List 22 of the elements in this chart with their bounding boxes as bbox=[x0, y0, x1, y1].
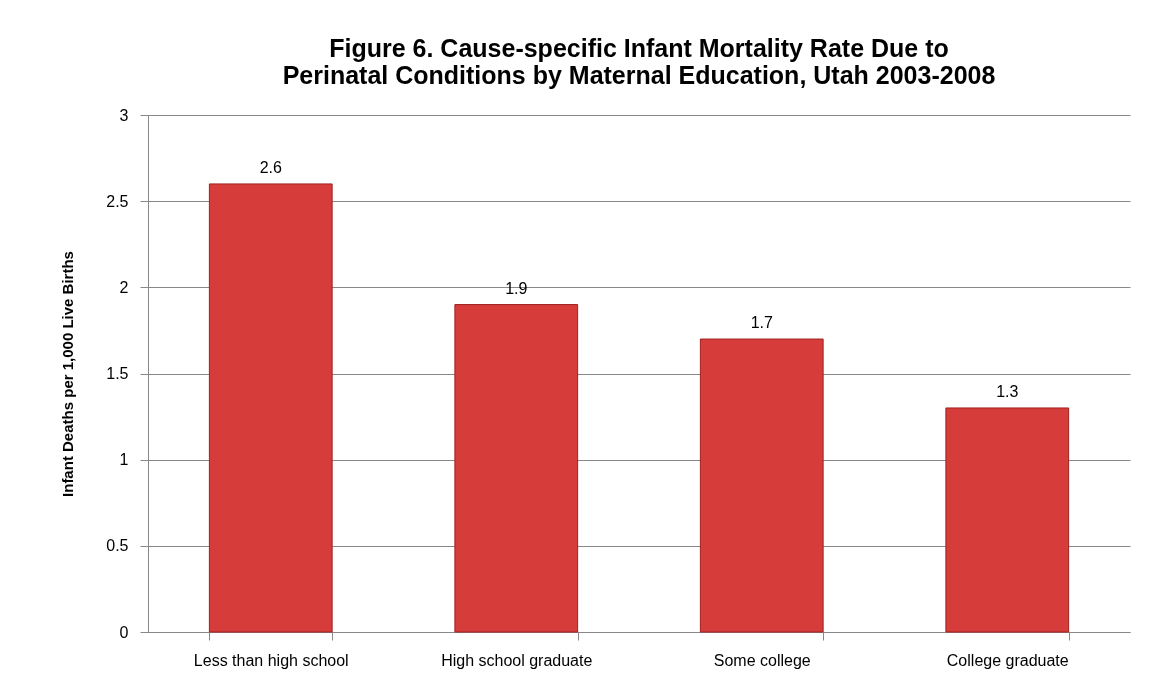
y-tick-label: 0.5 bbox=[106, 537, 129, 555]
x-tick-label: College graduate bbox=[946, 651, 1069, 669]
x-tick-label: High school graduate bbox=[441, 651, 593, 669]
data-label: 1.7 bbox=[750, 314, 773, 332]
data-label: 1.3 bbox=[996, 382, 1019, 400]
bar bbox=[699, 338, 824, 633]
y-axis-title: Infant Deaths per 1,000 Live Births bbox=[59, 251, 77, 497]
y-tick-label: 1.5 bbox=[106, 365, 129, 382]
data-label: 2.6 bbox=[259, 158, 282, 176]
y-tick-label: 3 bbox=[119, 106, 129, 124]
text: Perinatal Conditions by Maternal Education, Utah 2003-2008 bbox=[282, 61, 996, 89]
x-tick-label: Some college bbox=[713, 651, 811, 669]
data-label: 1.9 bbox=[505, 279, 528, 297]
bar bbox=[454, 304, 579, 633]
y-tick-label: 1 bbox=[119, 451, 129, 469]
y-tick-label: 2.5 bbox=[106, 192, 129, 210]
bar bbox=[945, 407, 1070, 633]
y-tick-label: 0 bbox=[119, 623, 129, 641]
y-tick-label: 2 bbox=[119, 278, 129, 296]
x-tick-label: Less than high school bbox=[193, 651, 349, 669]
text: Figure 6. Cause-specific Infant Mortality Rate Due to bbox=[329, 34, 949, 62]
bar bbox=[208, 183, 333, 633]
